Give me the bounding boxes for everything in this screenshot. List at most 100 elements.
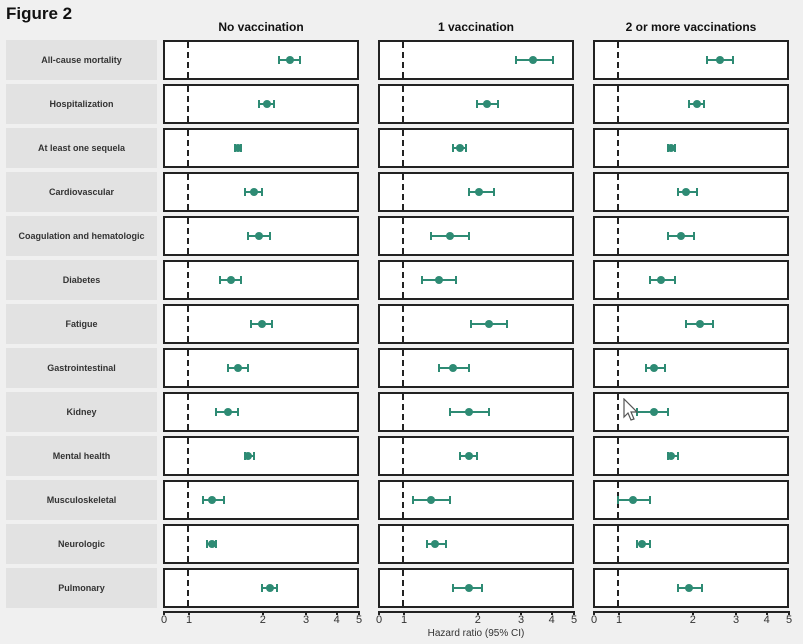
reference-line xyxy=(402,570,404,606)
point-estimate xyxy=(207,496,216,504)
x-tick xyxy=(378,611,380,615)
outcome-label: Musculoskeletal xyxy=(6,480,157,520)
point-estimate xyxy=(685,584,694,592)
reference-line xyxy=(402,438,404,474)
forest-row xyxy=(378,480,574,520)
x-tick xyxy=(403,611,405,615)
point-estimate xyxy=(223,408,232,416)
x-tick-label: 2 xyxy=(689,614,696,626)
point-estimate xyxy=(257,320,266,328)
forest-row xyxy=(593,436,789,476)
x-tick-label: 3 xyxy=(732,614,740,626)
reference-line xyxy=(187,482,189,518)
reference-line xyxy=(187,570,189,606)
reference-line xyxy=(402,42,404,78)
point-estimate xyxy=(464,408,473,416)
outcome-label: Mental health xyxy=(6,436,157,476)
point-estimate xyxy=(715,56,724,64)
reference-line xyxy=(617,262,619,298)
point-estimate xyxy=(649,408,658,416)
x-tick-label: 0 xyxy=(375,614,383,626)
reference-line xyxy=(187,218,189,254)
reference-line xyxy=(617,570,619,606)
reference-line xyxy=(617,42,619,78)
forest-row xyxy=(593,40,789,80)
x-tick-label: 5 xyxy=(355,614,363,626)
reference-line xyxy=(187,130,189,166)
forest-row xyxy=(593,348,789,388)
reference-line xyxy=(402,526,404,562)
reference-line xyxy=(402,86,404,122)
x-tick xyxy=(476,611,479,615)
point-estimate xyxy=(430,540,439,548)
x-tick-label: 3 xyxy=(302,614,310,626)
x-tick-label: 4 xyxy=(548,614,555,626)
forest-row xyxy=(593,260,789,300)
reference-line xyxy=(402,394,404,430)
reference-line xyxy=(617,130,619,166)
outcome-label: Neurologic xyxy=(6,524,157,564)
x-tick xyxy=(765,611,768,615)
reference-line xyxy=(402,350,404,386)
forest-row xyxy=(378,348,574,388)
point-estimate xyxy=(445,232,454,240)
x-tick-label: 4 xyxy=(333,614,340,626)
outcome-label: Cardiovascular xyxy=(6,172,157,212)
outcome-label: Diabetes xyxy=(6,260,157,300)
point-estimate xyxy=(234,364,243,372)
forest-row xyxy=(163,84,359,124)
point-estimate xyxy=(449,364,458,372)
point-estimate xyxy=(667,144,676,152)
point-estimate xyxy=(657,276,666,284)
forest-row xyxy=(378,84,574,124)
point-estimate xyxy=(434,276,443,284)
forest-row xyxy=(593,84,789,124)
x-tick-label: 3 xyxy=(517,614,525,626)
point-estimate xyxy=(263,100,272,108)
outcome-label: Coagulation and hematologic xyxy=(6,216,157,256)
point-estimate xyxy=(426,496,435,504)
forest-row xyxy=(163,348,359,388)
forest-row xyxy=(378,524,574,564)
forest-row xyxy=(163,172,359,212)
point-estimate xyxy=(227,276,236,284)
reference-line xyxy=(617,306,619,342)
x-tick xyxy=(261,611,264,615)
reference-line xyxy=(617,86,619,122)
forest-row xyxy=(593,304,789,344)
point-estimate xyxy=(529,56,538,64)
point-estimate xyxy=(255,232,264,240)
x-axis xyxy=(163,611,359,613)
point-estimate xyxy=(249,188,258,196)
reference-line xyxy=(402,174,404,210)
forest-row xyxy=(593,216,789,256)
reference-line xyxy=(187,42,189,78)
point-estimate xyxy=(285,56,294,64)
point-estimate xyxy=(265,584,274,592)
forest-row xyxy=(593,480,789,520)
forest-row xyxy=(163,436,359,476)
reference-line xyxy=(402,218,404,254)
x-tick-label: 2 xyxy=(474,614,481,626)
x-axis-label: Hazard ratio (95% CI) xyxy=(427,628,525,639)
point-estimate xyxy=(475,188,484,196)
forest-row xyxy=(593,172,789,212)
reference-line xyxy=(402,306,404,342)
x-axis xyxy=(378,611,574,613)
x-tick-label: 0 xyxy=(160,614,168,626)
x-tick xyxy=(618,611,620,615)
forest-row xyxy=(378,40,574,80)
forest-row xyxy=(163,524,359,564)
x-tick xyxy=(573,611,575,615)
forest-row xyxy=(378,260,574,300)
x-tick xyxy=(163,611,165,615)
outcome-label: Pulmonary xyxy=(6,568,157,608)
x-tick-label: 5 xyxy=(785,614,793,626)
forest-row xyxy=(593,524,789,564)
forest-row xyxy=(163,304,359,344)
reference-line xyxy=(187,306,189,342)
forest-row xyxy=(593,568,789,608)
x-tick xyxy=(188,611,190,615)
point-estimate xyxy=(695,320,704,328)
x-tick xyxy=(305,611,307,615)
